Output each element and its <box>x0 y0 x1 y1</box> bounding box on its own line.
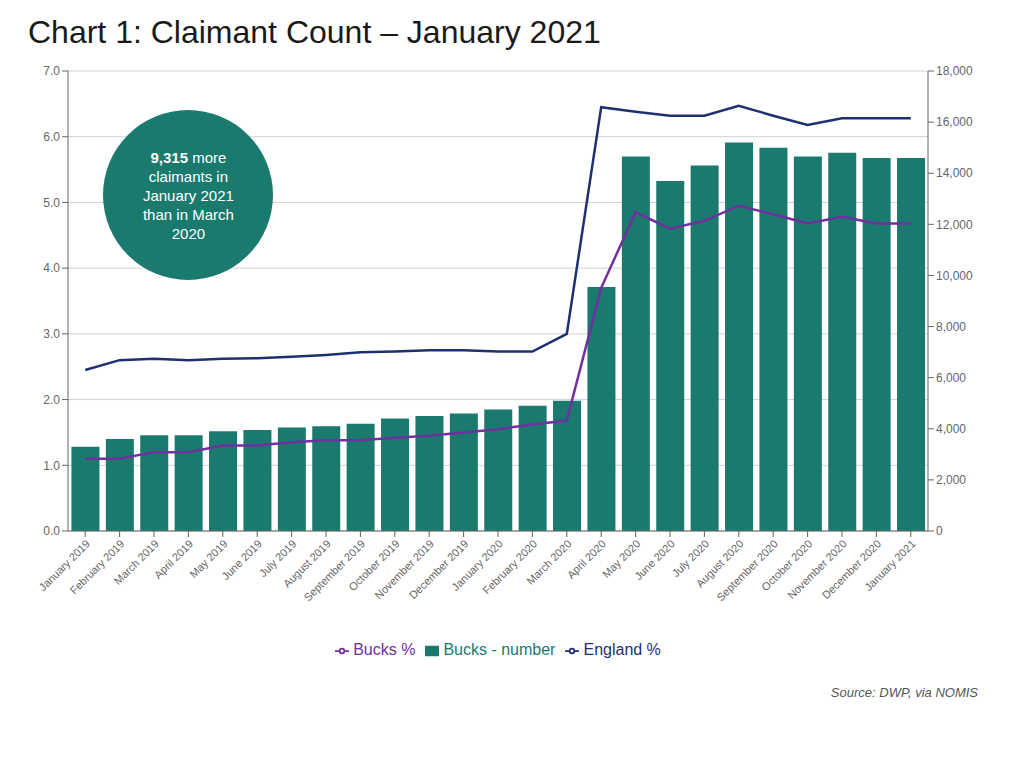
svg-text:September 2019: September 2019 <box>301 537 367 603</box>
svg-text:18,000: 18,000 <box>936 64 973 78</box>
svg-text:November 2020: November 2020 <box>785 537 849 601</box>
html-text:England %: England % <box>583 641 661 658</box>
svg-text:2.0: 2.0 <box>43 393 60 407</box>
svg-text:6,000: 6,000 <box>936 371 966 385</box>
svg-text:14,000: 14,000 <box>936 166 973 180</box>
svg-text:February 2019: February 2019 <box>67 537 126 596</box>
html-text:2020: 2020 <box>171 224 206 242</box>
html-text:Bucks %: Bucks % <box>353 641 416 658</box>
svg-text:April 2019: April 2019 <box>151 537 196 581</box>
html-text:Chart 1: Claimant Count – Janu: Chart 1: Claimant Count – January 2021 <box>28 14 601 50</box>
svg-text:June 2020: June 2020 <box>632 537 677 582</box>
svg-text:0.0: 0.0 <box>43 524 60 538</box>
svg-text:March 2020: March 2020 <box>524 537 574 587</box>
svg-text:October 2019: October 2019 <box>346 537 402 594</box>
svg-text:5.0: 5.0 <box>43 196 60 210</box>
svg-text:February 2020: February 2020 <box>480 537 539 596</box>
svg-text:July 2019: July 2019 <box>256 537 299 580</box>
svg-text:12,000: 12,000 <box>936 218 973 232</box>
svg-text:1.0: 1.0 <box>43 459 60 473</box>
html-text:claimants in: claimants in <box>148 167 228 185</box>
svg-text:May 2020: May 2020 <box>599 537 643 581</box>
svg-text:April 2020: April 2020 <box>564 537 609 581</box>
svg-text:0: 0 <box>936 524 943 538</box>
svg-text:January 2019: January 2019 <box>36 537 93 594</box>
html-text:9,315 more: 9,315 more <box>150 148 227 166</box>
html-text:than in March: than in March <box>142 205 234 223</box>
svg-text:May 2019: May 2019 <box>187 537 230 581</box>
svg-text:October 2020: October 2020 <box>758 537 815 594</box>
html-text:Source: DWP, via NOMIS: Source: DWP, via NOMIS <box>830 685 978 700</box>
svg-text:2,000: 2,000 <box>936 473 966 487</box>
svg-text:August 2020: August 2020 <box>693 537 746 590</box>
html-text:Bucks - number: Bucks - number <box>443 641 556 658</box>
svg-text:December 2019: December 2019 <box>407 537 471 601</box>
svg-text:16,000: 16,000 <box>936 115 973 129</box>
svg-text:10,000: 10,000 <box>936 269 973 283</box>
svg-text:March 2019: March 2019 <box>111 537 161 587</box>
svg-text:September 2020: September 2020 <box>714 537 780 603</box>
svg-text:July 2020: July 2020 <box>669 537 712 580</box>
svg-text:June 2019: June 2019 <box>219 537 264 582</box>
html-text:January 2021: January 2021 <box>142 186 234 204</box>
svg-text:January 2021: January 2021 <box>862 537 918 593</box>
svg-text:8,000: 8,000 <box>936 320 966 334</box>
svg-text:4,000: 4,000 <box>936 422 966 436</box>
svg-text:6.0: 6.0 <box>43 130 60 144</box>
svg-text:7.0: 7.0 <box>43 64 60 78</box>
svg-text:August 2019: August 2019 <box>280 537 333 590</box>
svg-text:January 2020: January 2020 <box>449 537 505 594</box>
svg-text:4.0: 4.0 <box>43 261 60 275</box>
svg-text:3.0: 3.0 <box>43 327 60 341</box>
svg-text:November 2019: November 2019 <box>372 537 436 601</box>
svg-text:December 2020: December 2020 <box>819 537 883 601</box>
